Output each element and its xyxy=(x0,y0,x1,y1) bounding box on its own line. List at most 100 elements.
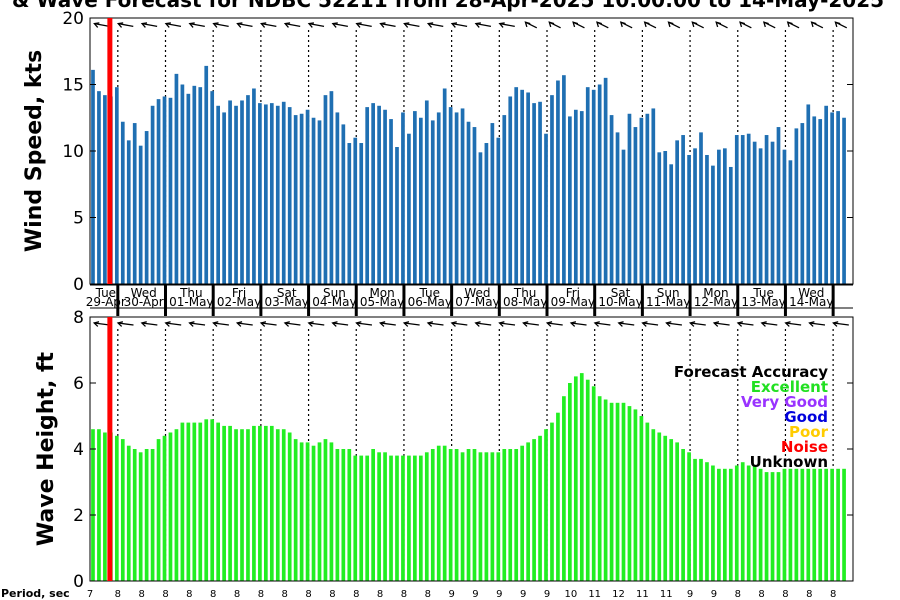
wave-bar xyxy=(216,422,221,581)
wave-bar xyxy=(544,429,548,581)
wave-bar xyxy=(466,449,471,581)
wave-bar xyxy=(800,468,805,581)
direction-arrow-icon xyxy=(116,22,134,28)
wind-bar xyxy=(556,80,560,284)
day-weekday-label: Mon xyxy=(703,286,728,300)
direction-arrow-icon xyxy=(212,321,229,327)
direction-arrow-icon xyxy=(593,321,611,327)
wave-bar xyxy=(568,383,572,581)
wave-bar xyxy=(842,468,846,581)
direction-arrow-icon xyxy=(524,21,538,29)
wave-bar xyxy=(705,462,709,581)
direction-arrow-icon xyxy=(498,321,516,327)
wind-bar xyxy=(532,103,536,285)
wind-bar xyxy=(717,149,721,284)
wind-bar xyxy=(353,137,358,284)
y-tick-label: 20 xyxy=(62,9,84,29)
direction-arrow-icon xyxy=(331,321,349,327)
direction-arrow-icon xyxy=(569,321,587,327)
wind-bar xyxy=(240,100,244,285)
direction-arrow-icon xyxy=(643,21,657,29)
direction-arrow-icon xyxy=(307,321,325,327)
wind-bar xyxy=(287,107,292,284)
wave-bar xyxy=(353,455,358,581)
wind-bar xyxy=(252,88,256,285)
direction-arrow-icon xyxy=(762,21,776,29)
day-label-strip: Tue29-AprWed30-AprThu01-MayFri02-MaySat0… xyxy=(86,284,853,316)
direction-arrow-icon xyxy=(665,321,682,327)
wave-bar xyxy=(764,472,769,581)
wave-bar xyxy=(430,449,435,581)
wind-bar xyxy=(639,117,644,284)
wind-bar xyxy=(728,166,733,284)
day-weekday-label: Wed xyxy=(464,286,490,300)
direction-arrow-icon xyxy=(331,22,348,28)
period-value: 8 xyxy=(115,589,121,600)
direction-arrow-icon xyxy=(116,321,134,327)
wave-bar xyxy=(269,425,274,581)
wave-bar xyxy=(722,468,727,581)
wave-bar xyxy=(359,455,364,581)
wave-bar xyxy=(341,449,346,581)
wind-bar xyxy=(669,164,674,284)
wave-bar xyxy=(97,429,101,581)
wind-bar xyxy=(311,117,316,284)
period-value: 8 xyxy=(305,589,311,600)
wind-bar xyxy=(180,84,185,284)
wind-bar xyxy=(842,117,846,284)
wind-bar xyxy=(508,96,513,284)
wind-bar xyxy=(776,127,781,284)
wave-bar xyxy=(484,452,489,581)
day-date-label: 29-Apr xyxy=(86,295,126,309)
wind-bar xyxy=(138,145,143,284)
wind-bar xyxy=(824,105,829,284)
wind-bar xyxy=(299,113,304,284)
direction-arrow-icon xyxy=(712,321,730,327)
day-weekday-label: Wed xyxy=(131,286,157,300)
wave-bar xyxy=(424,452,429,581)
day-date-label: 30-Apr xyxy=(124,295,164,309)
wind-bar xyxy=(97,91,101,285)
wind-bar xyxy=(275,105,280,284)
wave-bar xyxy=(168,432,173,581)
wave-bar xyxy=(395,455,399,581)
wave-bar xyxy=(371,449,375,581)
direction-arrow-icon xyxy=(474,22,492,28)
direction-arrow-icon xyxy=(92,321,110,327)
wind-bar xyxy=(627,113,632,284)
wave-bar xyxy=(681,449,685,581)
wave-bar xyxy=(389,455,393,581)
wave-bar xyxy=(305,442,310,581)
wave-bar xyxy=(287,432,292,581)
period-value: 9 xyxy=(496,589,502,600)
wind-bar xyxy=(782,149,787,284)
wind-bar xyxy=(657,152,662,284)
wind-bar xyxy=(705,154,709,284)
wind-bar xyxy=(395,147,399,284)
day-date-label: 04-May xyxy=(312,295,356,309)
wave-bar xyxy=(502,449,507,581)
wind-bar xyxy=(204,65,209,284)
wave-bar xyxy=(472,449,477,581)
wave-bar xyxy=(263,425,268,581)
wind-bar xyxy=(430,120,435,284)
y-tick-label: 8 xyxy=(73,308,84,328)
wind-bar xyxy=(836,111,840,284)
period-value: 8 xyxy=(353,589,359,600)
day-date-label: 05-May xyxy=(360,295,404,309)
direction-arrow-icon xyxy=(715,21,728,29)
legend-item: Unknown xyxy=(750,453,828,471)
wave-bar xyxy=(752,465,757,581)
wave-bar xyxy=(746,465,751,581)
wave-bar xyxy=(454,449,459,581)
wave-bar xyxy=(383,452,387,581)
wind-bar xyxy=(150,105,155,284)
y-tick-label: 2 xyxy=(73,506,84,526)
wave-bar xyxy=(526,442,530,581)
direction-arrow-icon xyxy=(355,22,372,28)
wind-bar xyxy=(186,93,191,284)
wave-bar xyxy=(699,458,703,581)
wind-bar xyxy=(317,120,322,284)
direction-arrow-icon xyxy=(212,22,229,28)
wave-bar xyxy=(615,402,620,581)
